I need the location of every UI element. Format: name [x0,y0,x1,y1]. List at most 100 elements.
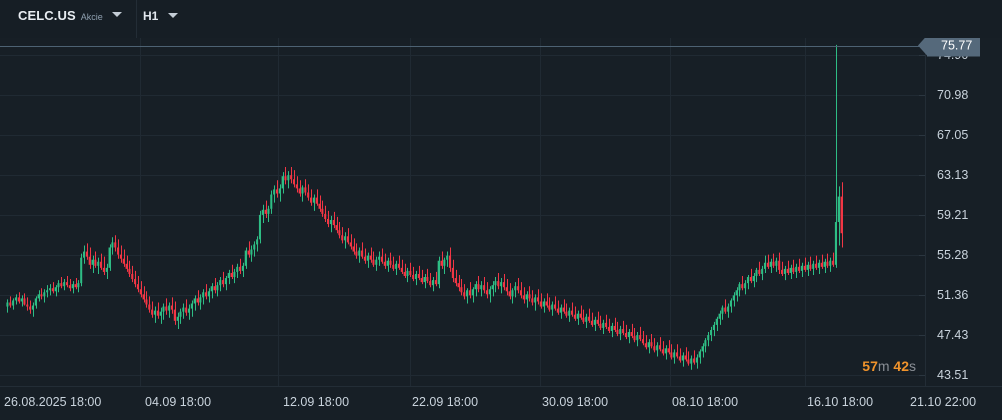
candle-body-bull [193,298,196,304]
price-axis-tick [919,95,925,96]
candle-body-bull [744,283,747,289]
candle-body-bear [741,284,744,289]
candle-body-bull [80,257,83,284]
price-axis-label: 47.43 [937,327,969,342]
candle-body-bear [338,230,341,236]
candle-body-bear [185,307,188,313]
candle-body-bull [559,307,562,313]
candle-body-bull [823,261,826,267]
candle-body-bear [426,277,429,282]
candle-body-bear [644,343,647,348]
candle-body-bear [304,187,307,193]
candle-body-bear [397,263,400,268]
candle-body-bear [383,261,386,266]
candle-body-bull [207,291,210,297]
price-axis-tick [919,375,925,376]
candle-body-bull [267,208,270,214]
candle-body-bull [698,351,701,358]
candle-body-bull [182,307,185,312]
candle-body-bear [508,291,511,297]
candle-body-bear [630,332,633,337]
candle-body-bull [6,302,9,307]
candle-body-bull [494,281,497,286]
candle-body-bull [386,260,389,266]
candle-body-bear [536,297,540,302]
candle-body-bear [165,306,168,311]
candle-body-bear [522,295,525,300]
candle-body-bear [213,286,216,291]
candle-body-bear [502,282,505,288]
candle-body-bull [199,297,202,303]
candle-body-bull [681,355,684,361]
candle-body-bull [511,290,514,297]
candle-body-bear [363,256,366,261]
countdown-seconds: 42 [893,358,909,374]
candle-body-bear [74,284,77,288]
candle-body-bear [451,267,454,279]
candle-body-bear [222,280,225,285]
candle-body-bull [378,256,381,260]
candle-body-bear [88,256,91,265]
candle-body-bull [168,305,171,311]
candle-body-bear [361,250,364,257]
timeframe-selector[interactable]: H1 [143,9,179,29]
candle-body-bear [517,286,520,291]
candle-body-bear [142,294,145,300]
candle-body-bull [812,263,815,269]
candle-body-bull [568,310,571,316]
price-axis-label: 51.36 [937,287,969,302]
candle-body-bear [579,313,582,318]
candle-body-bear [798,266,801,271]
candle-body-bull [488,289,491,295]
candlestick-series [6,44,843,370]
candle-body-bull [63,282,66,287]
countdown-seconds-unit: s [909,358,916,374]
chart-plot-area[interactable] [0,0,925,386]
candle-body-bull [800,265,803,271]
time-axis-label: 30.09 18:00 [542,395,609,409]
symbol-selector[interactable]: CELC.US Akcie [18,8,122,30]
candle-body-bear [624,333,627,338]
candle-body-bear [605,322,608,327]
candle-body-bull [829,260,832,266]
candle-body-bull [395,263,398,269]
candle-body-bull [210,286,213,292]
candle-body-bull [406,270,409,277]
candle-body-bull [576,313,579,319]
candle-body-bear [519,290,522,296]
candle-body-bear [596,319,599,324]
candle-body-bear [119,254,122,259]
candle-body-bear [117,247,120,255]
candle-body-bull [111,242,114,248]
candle-body-bull [695,357,698,363]
candle-body-bear [264,209,267,214]
candle-body-bull [746,277,749,284]
header-divider [136,0,137,38]
candle-body-bear [170,305,174,310]
candle-body-bull [690,358,693,364]
candle-body-bear [139,289,142,295]
price-axis[interactable]: 78.8374.9070.9867.0563.1359.2155.2851.36… [918,0,1002,386]
countdown-minutes: 57 [862,358,878,374]
candle-body-bull [647,342,650,348]
candle-body-bear [661,349,664,354]
time-axis-label: 26.08.2025 18:00 [4,395,102,409]
time-axis-label: 04.09 18:00 [145,395,212,409]
candle-body-bear [434,280,437,285]
candle-body-bear [724,307,727,312]
candle-body-bull [190,303,193,309]
time-axis-label: 12.09 18:00 [283,395,350,409]
candle-body-bear [205,292,208,297]
candle-body-bull [834,222,837,265]
candle-body-bear [463,292,466,297]
candle-body-bull [241,265,244,271]
candle-body-bear [650,342,653,347]
candle-body-bear [327,218,330,225]
candle-body-bull [423,277,426,283]
candle-body-bull [732,295,735,301]
time-axis-border [0,386,1002,387]
candle-body-bear [440,260,443,266]
candle-body-bear [51,288,54,292]
time-axis[interactable]: 26.08.2025 18:00 04.09 18:00 12.09 18:00 22… [0,386,1002,420]
candle-body-bear [315,197,318,204]
